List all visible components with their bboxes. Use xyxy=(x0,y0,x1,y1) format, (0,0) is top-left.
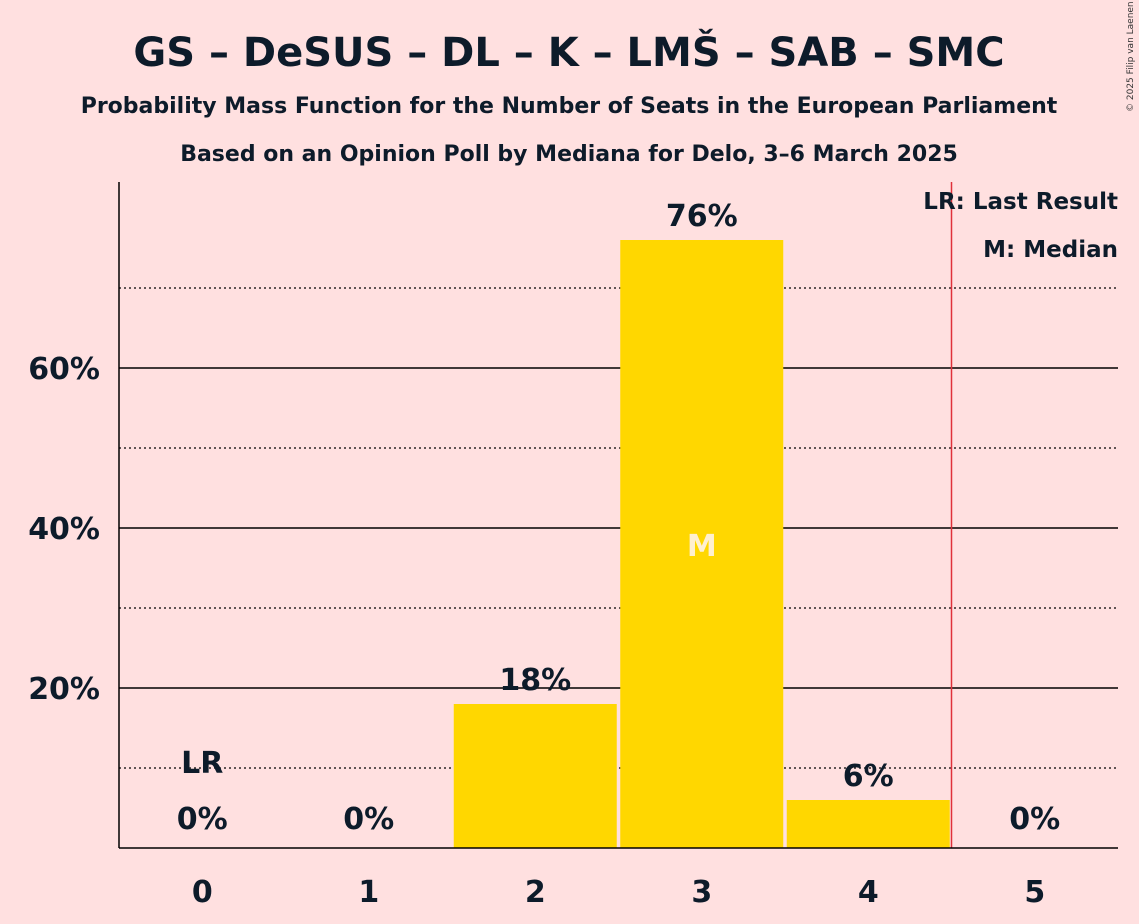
y-tick-label: 60% xyxy=(28,352,100,387)
copyright: © 2025 Filip van Laenen xyxy=(1126,1,1136,112)
data-label: 0% xyxy=(1009,802,1060,837)
chart-source: Based on an Opinion Poll by Mediana for … xyxy=(180,142,958,167)
x-tick-label: 5 xyxy=(1024,875,1045,910)
data-label: 18% xyxy=(499,663,571,698)
data-label: 6% xyxy=(843,759,894,794)
bar xyxy=(620,240,784,848)
x-tick-label: 4 xyxy=(858,875,879,910)
legend-median: M: Median xyxy=(983,237,1118,263)
y-tick-label: 40% xyxy=(28,512,100,547)
last-result-marker: LR xyxy=(181,746,223,781)
data-labels: 0% 0% 18% 76% 6% 0% LR M xyxy=(177,199,1060,837)
gridlines xyxy=(119,287,1118,769)
bar xyxy=(453,704,617,848)
x-tick-label: 3 xyxy=(691,875,712,910)
bar xyxy=(786,800,950,848)
bars xyxy=(453,240,950,848)
legend-last-result: LR: Last Result xyxy=(923,189,1118,215)
y-ticks: 20% 40% 60% xyxy=(28,352,100,707)
x-tick-label: 0 xyxy=(192,875,213,910)
x-ticks: 0 1 2 3 4 5 xyxy=(192,875,1045,910)
data-label: 0% xyxy=(177,802,228,837)
median-marker: M xyxy=(687,529,717,564)
x-tick-label: 2 xyxy=(525,875,546,910)
data-label: 76% xyxy=(666,199,738,234)
y-tick-label: 20% xyxy=(28,672,100,707)
x-tick-label: 1 xyxy=(358,875,379,910)
data-label: 0% xyxy=(343,802,394,837)
chart-subtitle: Probability Mass Function for the Number… xyxy=(81,94,1058,119)
chart-title: GS – DeSUS – DL – K – LMŠ – SAB – SMC xyxy=(133,28,1004,76)
